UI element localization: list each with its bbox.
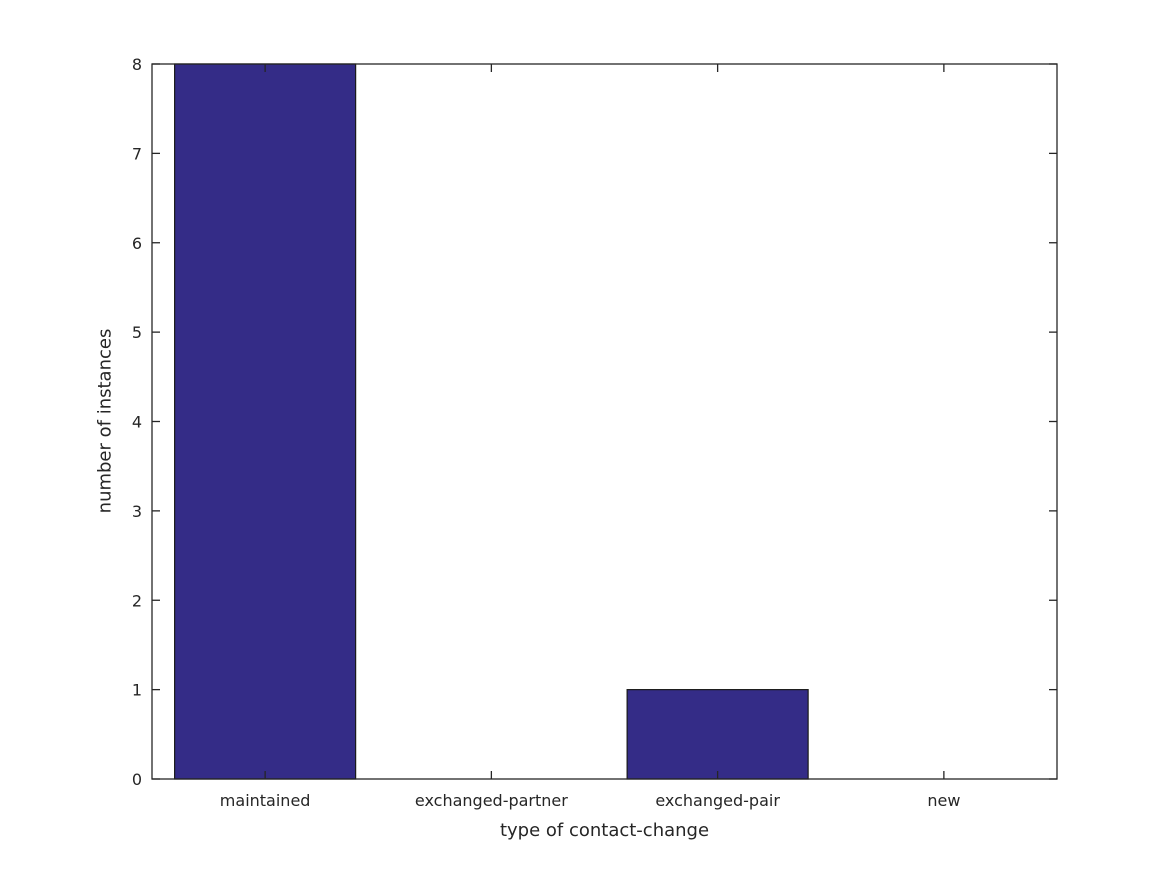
y-axis-title: number of instances (94, 328, 116, 514)
bar-maintained (174, 63, 357, 780)
y-tick-label-1: 1 (132, 681, 142, 700)
y-tick-label-3: 3 (132, 502, 142, 521)
y-tick-label-4: 4 (132, 413, 142, 432)
x-tick-label-maintained: maintained (220, 791, 311, 810)
x-tick-label-exchanged-partner: exchanged-partner (415, 791, 568, 810)
y-tick-label-6: 6 (132, 234, 142, 253)
y-tick-label-0: 0 (132, 770, 142, 789)
x-tick-label-new: new (927, 791, 960, 810)
x-tick-label-exchanged-pair: exchanged-pair (655, 791, 780, 810)
y-tick-label-7: 7 (132, 144, 142, 163)
x-axis-title: type of contact-change (499, 820, 710, 841)
y-tick-label-8: 8 (132, 55, 142, 74)
y-tick-label-2: 2 (132, 591, 142, 610)
y-tick-label-5: 5 (132, 323, 142, 342)
bar-exchanged-pair (626, 689, 809, 780)
